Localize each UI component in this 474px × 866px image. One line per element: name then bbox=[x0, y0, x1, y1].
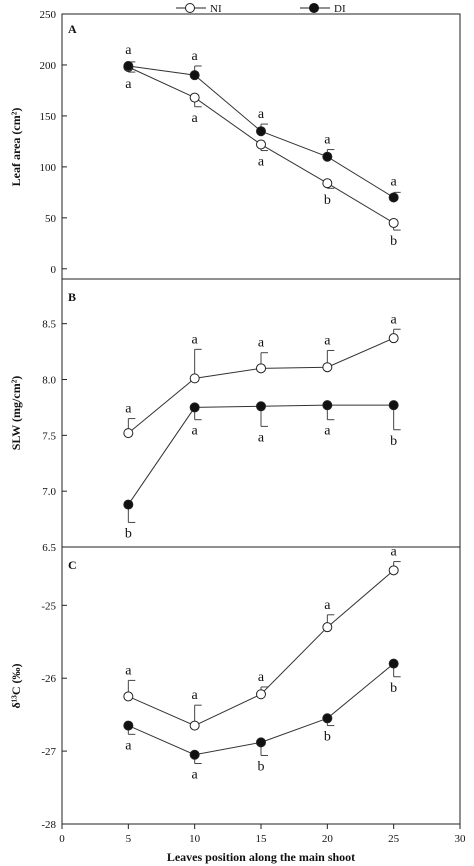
panel-c-ni-line bbox=[128, 569, 394, 727]
panel-a-ni-sig-label: a bbox=[125, 77, 132, 92]
panel-c-di-sig-label: a bbox=[125, 738, 132, 753]
panel-a-di-point bbox=[322, 151, 333, 162]
panel-c-ni-point bbox=[388, 565, 399, 576]
panel-b-ytick-label: 8.5 bbox=[42, 319, 56, 331]
panel-b-ytick-label: 6.5 bbox=[42, 542, 56, 554]
panel-b-ni-sig-label: a bbox=[125, 402, 132, 417]
x-tick-label: 5 bbox=[126, 833, 132, 845]
panel-c-ytick-label: -25 bbox=[41, 600, 56, 612]
panel-b-di-point bbox=[322, 400, 333, 411]
panel-a-ytick-label: 150 bbox=[40, 111, 57, 123]
legend-di-marker bbox=[309, 3, 319, 13]
panel-b-di-point bbox=[189, 402, 200, 413]
panel-a-ytick-label: 0 bbox=[51, 264, 57, 276]
panel-b-ni-point bbox=[123, 428, 134, 439]
panel-c-ni-point bbox=[189, 720, 200, 731]
panel-a-ytick-label: 200 bbox=[40, 60, 57, 72]
x-tick-label: 15 bbox=[256, 833, 268, 845]
panel-c-di-sig-label: a bbox=[192, 767, 199, 782]
panel-a-di-sig-label: a bbox=[391, 174, 398, 189]
x-tick-label: 30 bbox=[455, 833, 467, 845]
legend-ni-label: NI bbox=[210, 3, 222, 15]
panel-a-ytick-label: 100 bbox=[40, 162, 57, 174]
panel-b-ylabel: SLW (mg/cm²) bbox=[9, 376, 23, 451]
panel-c-di-point bbox=[123, 720, 134, 731]
panel-a-di-point bbox=[189, 70, 200, 81]
panel-c-ni-sig-label: a bbox=[258, 670, 265, 685]
panel-c-di-sig-label: b bbox=[390, 681, 397, 696]
panel-b-di-point bbox=[256, 401, 266, 412]
legend: NI DI bbox=[176, 3, 346, 15]
panel-c-letter: C bbox=[68, 558, 77, 572]
panel-b-ni-sig-label: a bbox=[391, 312, 398, 327]
panel-c-ni-sig-label: a bbox=[192, 688, 199, 703]
x-tick-label: 20 bbox=[322, 833, 334, 845]
panel-b-di-sig-label: b bbox=[125, 526, 132, 541]
panel-a-ni-sig-label: a bbox=[258, 155, 265, 170]
panel-b-di-sig-label: a bbox=[258, 430, 265, 445]
panel-a-di-point bbox=[123, 60, 134, 71]
panel-b-ni-sig-label: a bbox=[258, 336, 265, 351]
panel-a-di-sig-label: a bbox=[324, 133, 331, 148]
panel-a-ylabel: Leaf area (cm²) bbox=[9, 108, 23, 187]
panel-a-ytick-label: 50 bbox=[45, 213, 57, 225]
panel-a-di-sig-label: a bbox=[192, 49, 199, 64]
panel-a-di-point bbox=[256, 126, 266, 137]
panel-b-di-point bbox=[388, 400, 399, 411]
panel-b-ytick-label: 7.0 bbox=[42, 486, 56, 498]
panel-c-di-point bbox=[388, 658, 399, 669]
panel-a-ni-sig-label: b bbox=[324, 193, 331, 208]
panel-b-ni-point bbox=[189, 373, 200, 384]
panel-b-ni-sig-label: a bbox=[192, 332, 199, 347]
panel-c-ni-sig-label: a bbox=[125, 663, 132, 678]
panel-a-ytick-label: 250 bbox=[40, 9, 57, 21]
panel-a-ni-point bbox=[256, 139, 266, 150]
legend-ni-marker bbox=[185, 3, 195, 13]
panel-c-ni-point bbox=[123, 691, 134, 702]
panel-b-letter: B bbox=[68, 290, 76, 304]
x-tick-label: 0 bbox=[59, 833, 65, 845]
x-tick-label: 10 bbox=[189, 833, 201, 845]
legend-di-label: DI bbox=[334, 3, 346, 15]
x-axis-label: Leaves position along the main shoot bbox=[167, 850, 355, 864]
panel-a-ni-sig-label: b bbox=[390, 234, 397, 249]
panel-a-ni-point bbox=[388, 217, 399, 228]
panel-c-ytick-label: -27 bbox=[41, 746, 56, 758]
panel-c-ni-sig-label: a bbox=[324, 598, 331, 613]
panel-b-ni-point bbox=[256, 363, 266, 374]
panel-c-ni-sig-label: a bbox=[391, 545, 398, 560]
panel-a-di-point bbox=[388, 192, 399, 203]
panel-c-ytick-label: -26 bbox=[41, 673, 56, 685]
panel-c-ni-point bbox=[256, 689, 266, 700]
panel-b-di-sig-label: a bbox=[324, 424, 331, 439]
panel-c-di-sig-label: b bbox=[258, 759, 265, 774]
panel-a-ni-point bbox=[189, 92, 200, 103]
panel-c-di-sig-label: b bbox=[324, 730, 331, 745]
panel-b-ytick-label: 7.5 bbox=[42, 430, 56, 442]
panel-b-ni-point bbox=[388, 333, 399, 344]
x-tick-label: 25 bbox=[388, 833, 400, 845]
panel-c-ylabel: δ¹³C (‰) bbox=[9, 663, 23, 708]
panel-b-di-point bbox=[123, 499, 134, 510]
panel-a-ni-sig-label: a bbox=[192, 111, 199, 126]
panel-c-di-point bbox=[322, 713, 333, 724]
panel-a-di-sig-label: a bbox=[125, 43, 132, 58]
panel-c-di-point bbox=[189, 749, 200, 760]
panel-b-di-sig-label: a bbox=[192, 424, 199, 439]
panel-b-ni-point bbox=[322, 362, 333, 373]
panel-c-frame bbox=[61, 546, 461, 825]
panel-a-letter: A bbox=[68, 22, 77, 36]
panel-c-di-point bbox=[256, 737, 266, 748]
panel-b-ytick-label: 8.0 bbox=[42, 375, 56, 387]
panel-a-di-sig-label: a bbox=[258, 107, 265, 122]
panel-a-ni-point bbox=[322, 178, 333, 189]
panel-c-ni-point bbox=[322, 622, 333, 633]
panel-b-di-sig-label: b bbox=[390, 434, 397, 449]
panel-c-ytick-label: -28 bbox=[41, 819, 56, 831]
panel-b-ni-sig-label: a bbox=[324, 333, 331, 348]
